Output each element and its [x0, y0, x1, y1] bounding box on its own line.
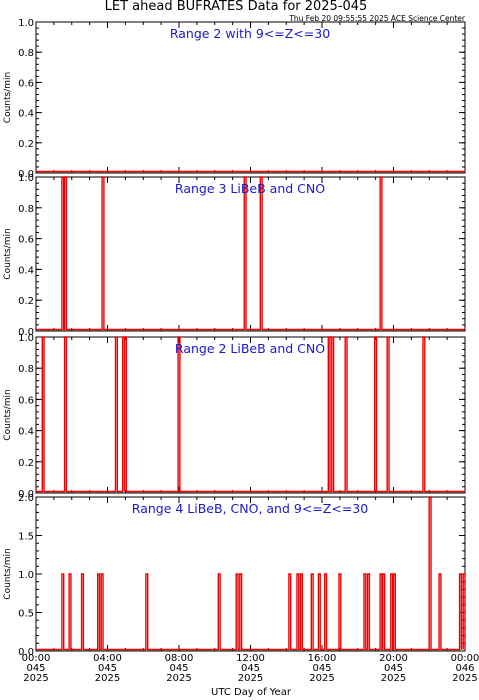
panel-3: 0.0 0.2 0.4 0.6 0.8 1.0 Counts/min Range 2 LiBe…	[3, 333, 466, 500]
y-axis-label: Counts/min	[3, 72, 13, 123]
y-tick-label: 1.0	[18, 173, 34, 184]
y-tick-label: 0.0	[18, 169, 34, 180]
data-trace	[36, 176, 465, 331]
x-tick-label-time: 16:00	[308, 653, 337, 664]
y-axis-label: Counts/min	[3, 548, 13, 599]
y-tick-label: 1.0	[18, 570, 34, 581]
x-tick-label-doy: 045	[98, 663, 117, 674]
y-axis-label: Counts/min	[3, 228, 13, 279]
y-tick-label: 1.0	[18, 333, 34, 344]
x-tick-label-time: 20:00	[379, 653, 408, 664]
x-tick-label-doy: 045	[169, 663, 188, 674]
panel-label: Range 4 LiBeB, CNO, and 9<=Z<=30	[132, 501, 368, 516]
x-tick-label-time: 08:00	[165, 653, 194, 664]
panel-frame	[35, 496, 466, 652]
x-tick-label-year: 2025	[166, 673, 191, 684]
panel-label: Range 2 LiBeB and CNO	[175, 341, 325, 356]
x-tick-label-doy: 045	[312, 663, 331, 674]
y-tick-label: 0.0	[18, 327, 34, 338]
panel-1: 0.0 0.2 0.4 0.6 0.8 1.0 Counts/min Range 2 with…	[3, 18, 466, 180]
x-tick-label-time: 04:00	[93, 653, 122, 664]
x-tick-label-year: 2025	[452, 673, 477, 684]
x-tick-label-doy: 046	[455, 663, 474, 674]
y-axis-label: Counts/min	[3, 389, 13, 440]
y-tick-label: 0.2	[18, 139, 34, 150]
panel-frame	[35, 336, 466, 494]
panel-label: Range 2 with 9<=Z<=30	[170, 26, 330, 41]
x-tick-label-year: 2025	[23, 673, 48, 684]
y-tick-label: 0.6	[18, 395, 34, 406]
y-tick-label: 0.5	[18, 609, 34, 620]
x-tick-label-doy: 045	[26, 663, 45, 674]
y-tick-label: 0.4	[18, 427, 34, 438]
chart-title: LET ahead BUFRATES Data for 2025-045	[105, 0, 368, 14]
x-tick-label-year: 2025	[238, 673, 263, 684]
x-axis-label: UTC Day of Year	[211, 687, 292, 698]
y-tick-label: 0.0	[18, 647, 34, 658]
y-tick-label: 0.2	[18, 296, 34, 307]
x-tick-label-year: 2025	[309, 673, 334, 684]
y-tick-label: 2.0	[18, 493, 34, 504]
panel-4: 0.0 0.5 1.0 1.5 2.0 Counts/min Range 4 LiBeB, …	[3, 493, 466, 658]
data-trace	[36, 496, 466, 651]
panel-frame	[35, 21, 466, 174]
x-tick-label-doy: 045	[241, 663, 260, 674]
timestamp-label: Thu Feb 20 09:55:55 2025 ACE Science Cen…	[288, 14, 466, 23]
x-axis: 00:00045202504:00045202508:00045202512:0…	[22, 653, 479, 684]
y-tick-label: 0.8	[18, 204, 34, 215]
x-tick-label-year: 2025	[381, 673, 406, 684]
x-tick-label-year: 2025	[95, 673, 120, 684]
data-trace	[36, 336, 465, 493]
x-tick-label-time: 00:00	[451, 653, 479, 664]
y-tick-label: 0.4	[18, 109, 34, 120]
x-tick-label-time: 00:00	[22, 653, 51, 664]
y-tick-label: 0.6	[18, 235, 34, 246]
panel-2: 0.0 0.2 0.4 0.6 0.8 1.0 Counts/min Range 3 LiBe…	[3, 173, 466, 338]
panel-label: Range 3 LiBeB and CNO	[175, 181, 325, 196]
x-tick-label-doy: 045	[384, 663, 403, 674]
y-tick-label: 0.0	[18, 489, 34, 500]
y-tick-label: 0.8	[18, 364, 34, 375]
y-tick-label: 0.4	[18, 265, 34, 276]
x-tick-label-time: 12:00	[236, 653, 265, 664]
panels-group: 0.0 0.2 0.4 0.6 0.8 1.0 Counts/min Range 2 with…	[3, 18, 466, 658]
panel-frame	[35, 176, 466, 332]
y-tick-label: 0.2	[18, 458, 34, 469]
y-tick-label: 1.0	[18, 18, 34, 29]
y-tick-label: 1.5	[18, 532, 34, 543]
y-tick-label: 0.6	[18, 78, 34, 89]
y-tick-label: 0.8	[18, 48, 34, 59]
